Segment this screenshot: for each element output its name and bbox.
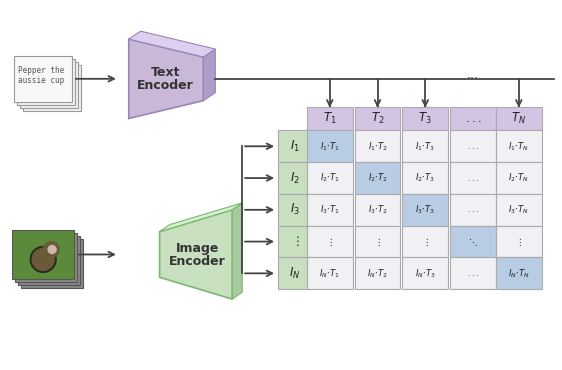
Text: $I_3{\cdot}T_2$: $I_3{\cdot}T_2$ (368, 204, 387, 216)
Text: $...$: $...$ (467, 269, 479, 278)
Text: $...$: $...$ (467, 142, 479, 151)
Text: Image: Image (176, 242, 219, 255)
Text: $I_2$: $I_2$ (290, 171, 300, 186)
Text: $\vdots$: $\vdots$ (327, 236, 333, 248)
FancyBboxPatch shape (19, 236, 80, 285)
FancyBboxPatch shape (23, 65, 81, 111)
FancyBboxPatch shape (15, 233, 77, 282)
Text: $...$: $...$ (467, 205, 479, 214)
FancyBboxPatch shape (14, 56, 72, 102)
Text: $I_N$: $I_N$ (289, 266, 301, 281)
FancyBboxPatch shape (450, 162, 496, 194)
FancyBboxPatch shape (496, 130, 542, 162)
FancyBboxPatch shape (402, 107, 448, 130)
Circle shape (48, 246, 56, 253)
Text: $T_1$: $T_1$ (323, 111, 337, 126)
Text: $I_2{\cdot}T_1$: $I_2{\cdot}T_1$ (320, 172, 339, 184)
Text: Pepper the: Pepper the (18, 66, 64, 75)
Circle shape (32, 249, 54, 270)
Text: $T_3$: $T_3$ (419, 111, 432, 126)
Text: $I_1$: $I_1$ (290, 139, 300, 154)
FancyBboxPatch shape (307, 226, 352, 258)
Text: $I_1{\cdot}T_2$: $I_1{\cdot}T_2$ (368, 140, 387, 152)
Text: $I_2{\cdot}T_N$: $I_2{\cdot}T_N$ (509, 172, 529, 184)
Text: Encoder: Encoder (169, 255, 226, 268)
FancyBboxPatch shape (278, 258, 312, 289)
FancyBboxPatch shape (496, 194, 542, 226)
FancyBboxPatch shape (496, 162, 542, 194)
FancyBboxPatch shape (278, 162, 312, 194)
FancyBboxPatch shape (278, 130, 312, 162)
FancyBboxPatch shape (496, 258, 542, 289)
FancyBboxPatch shape (307, 107, 352, 130)
FancyBboxPatch shape (20, 62, 78, 108)
FancyBboxPatch shape (307, 194, 352, 226)
Circle shape (30, 246, 56, 272)
FancyBboxPatch shape (402, 258, 448, 289)
Text: Text: Text (151, 66, 180, 79)
FancyBboxPatch shape (355, 107, 400, 130)
FancyBboxPatch shape (307, 162, 352, 194)
FancyBboxPatch shape (450, 194, 496, 226)
Text: $T_N$: $T_N$ (511, 111, 527, 126)
FancyBboxPatch shape (17, 59, 75, 105)
FancyBboxPatch shape (402, 194, 448, 226)
Polygon shape (129, 39, 203, 118)
FancyBboxPatch shape (355, 162, 400, 194)
Text: Encoder: Encoder (137, 79, 194, 92)
Text: $...$: $...$ (465, 112, 481, 125)
Text: $I_2{\cdot}T_2$: $I_2{\cdot}T_2$ (368, 172, 387, 184)
Text: $I_1{\cdot}T_1$: $I_1{\cdot}T_1$ (320, 140, 339, 152)
Text: $I_N{\cdot}T_3$: $I_N{\cdot}T_3$ (415, 267, 436, 280)
Circle shape (43, 242, 59, 258)
Text: $I_N{\cdot}T_2$: $I_N{\cdot}T_2$ (367, 267, 388, 280)
FancyBboxPatch shape (12, 230, 74, 279)
Text: $\vdots$: $\vdots$ (291, 235, 299, 248)
Text: $I_1{\cdot}T_N$: $I_1{\cdot}T_N$ (509, 140, 529, 152)
FancyBboxPatch shape (450, 130, 496, 162)
Text: $I_3{\cdot}T_N$: $I_3{\cdot}T_N$ (509, 204, 529, 216)
Polygon shape (232, 203, 242, 299)
FancyBboxPatch shape (355, 226, 400, 258)
FancyBboxPatch shape (450, 107, 496, 130)
FancyBboxPatch shape (496, 226, 542, 258)
FancyBboxPatch shape (355, 130, 400, 162)
Text: $I_2{\cdot}T_3$: $I_2{\cdot}T_3$ (415, 172, 435, 184)
FancyBboxPatch shape (278, 226, 312, 258)
Text: $I_3$: $I_3$ (290, 202, 300, 217)
Text: $\vdots$: $\vdots$ (422, 236, 429, 248)
FancyBboxPatch shape (21, 239, 83, 288)
FancyBboxPatch shape (402, 162, 448, 194)
Text: $I_3{\cdot}T_1$: $I_3{\cdot}T_1$ (320, 204, 339, 216)
Text: $\vdots$: $\vdots$ (374, 236, 381, 248)
Text: aussie cup: aussie cup (18, 76, 64, 85)
FancyBboxPatch shape (355, 258, 400, 289)
Text: $\ddots$: $\ddots$ (468, 236, 478, 248)
Text: $I_1{\cdot}T_3$: $I_1{\cdot}T_3$ (415, 140, 435, 152)
Text: $I_N{\cdot}T_N$: $I_N{\cdot}T_N$ (508, 267, 529, 280)
Text: $T_2$: $T_2$ (371, 111, 384, 126)
FancyBboxPatch shape (307, 258, 352, 289)
Polygon shape (203, 49, 215, 101)
Text: $I_3{\cdot}T_3$: $I_3{\cdot}T_3$ (415, 204, 435, 216)
Text: $I_N{\cdot}T_1$: $I_N{\cdot}T_1$ (319, 267, 340, 280)
Polygon shape (160, 210, 232, 299)
FancyBboxPatch shape (402, 226, 448, 258)
Text: $...$: $...$ (467, 174, 479, 182)
FancyBboxPatch shape (278, 194, 312, 226)
FancyBboxPatch shape (307, 130, 352, 162)
Polygon shape (129, 31, 215, 57)
FancyBboxPatch shape (450, 258, 496, 289)
FancyBboxPatch shape (402, 130, 448, 162)
FancyBboxPatch shape (496, 107, 542, 130)
Text: ...: ... (467, 68, 479, 81)
Polygon shape (160, 203, 242, 232)
FancyBboxPatch shape (355, 194, 400, 226)
Text: $\vdots$: $\vdots$ (515, 236, 522, 248)
FancyBboxPatch shape (450, 226, 496, 258)
